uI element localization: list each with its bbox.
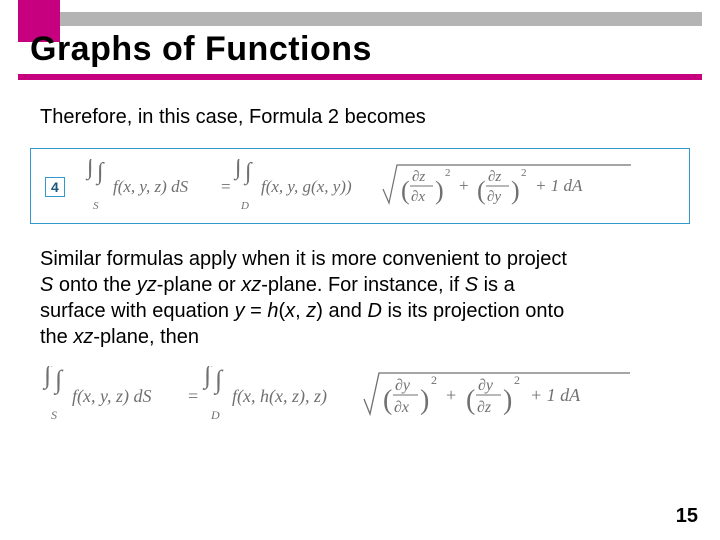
formula-number: 4 <box>45 177 65 197</box>
svg-text:+: + <box>459 176 469 195</box>
svg-text:∫: ∫ <box>53 366 64 395</box>
svg-text:∂x: ∂x <box>394 399 409 416</box>
svg-text:(: ( <box>477 176 486 205</box>
svg-text:(: ( <box>466 385 475 416</box>
svg-text:(: ( <box>401 176 410 205</box>
svg-text:S: S <box>51 408 57 422</box>
svg-text:∂z: ∂z <box>477 399 492 416</box>
svg-text:∫: ∫ <box>213 366 224 395</box>
svg-text:D: D <box>240 200 249 212</box>
svg-text:∫: ∫ <box>243 159 253 186</box>
boxed-formula: 4 ∫ ∫ S f(x, y, z) dS = ∫ ∫ D f(x, y, g(… <box>30 148 690 224</box>
header-underline <box>18 74 702 80</box>
svg-text:f(x, y, g(x, y)): f(x, y, g(x, y)) <box>261 177 352 196</box>
svg-text:D: D <box>210 408 220 422</box>
svg-text:2: 2 <box>445 167 451 179</box>
svg-text:(: ( <box>383 385 392 416</box>
free-formula: ∫ ∫ S f(x, y, z) dS = ∫ ∫ D f(x, h(x, z)… <box>40 366 680 426</box>
svg-text:∂x: ∂x <box>411 189 425 205</box>
svg-text:∂z: ∂z <box>412 169 425 185</box>
svg-text:S: S <box>93 200 99 212</box>
svg-text:): ) <box>503 385 512 416</box>
svg-text:f(x, y, z) dS: f(x, y, z) dS <box>113 177 189 196</box>
svg-text:∂z: ∂z <box>488 169 501 185</box>
svg-text:2: 2 <box>521 167 527 179</box>
svg-text:f(x, h(x, z), z): f(x, h(x, z), z) <box>232 386 327 407</box>
svg-text:∫: ∫ <box>202 366 213 390</box>
svg-text:+: + <box>446 385 456 405</box>
paragraph-2: Similar formulas apply when it is more c… <box>0 246 720 350</box>
slide-header: Graphs of Functions <box>0 0 720 90</box>
svg-text:∂y: ∂y <box>478 377 494 394</box>
svg-text:2: 2 <box>514 373 520 387</box>
svg-text:∫: ∫ <box>95 159 105 186</box>
svg-text:∫: ∫ <box>233 159 243 181</box>
svg-text:∂y: ∂y <box>395 377 411 394</box>
p2-l1: Similar formulas apply when it is more c… <box>40 248 567 270</box>
svg-text:): ) <box>511 176 520 205</box>
svg-text:2: 2 <box>431 373 437 387</box>
formula-4-content: ∫ ∫ S f(x, y, z) dS = ∫ ∫ D f(x, y, g(x,… <box>83 159 675 215</box>
svg-text:∫: ∫ <box>42 366 53 390</box>
page-title: Graphs of Functions <box>30 30 372 69</box>
svg-text:∫: ∫ <box>85 159 95 181</box>
page-number: 15 <box>676 505 698 528</box>
svg-text:+ 1 dA: + 1 dA <box>535 176 583 195</box>
svg-text:+ 1 dA: + 1 dA <box>530 385 581 405</box>
svg-text:=: = <box>221 177 231 196</box>
svg-text:∂y: ∂y <box>487 189 501 205</box>
svg-text:f(x, y, z) dS: f(x, y, z) dS <box>72 386 151 407</box>
svg-text:): ) <box>435 176 444 205</box>
header-gray-bar <box>60 12 702 26</box>
svg-text:): ) <box>420 385 429 416</box>
svg-text:=: = <box>188 386 198 406</box>
intro-text: Therefore, in this case, Formula 2 becom… <box>0 104 720 130</box>
p2-s: S <box>40 274 53 296</box>
